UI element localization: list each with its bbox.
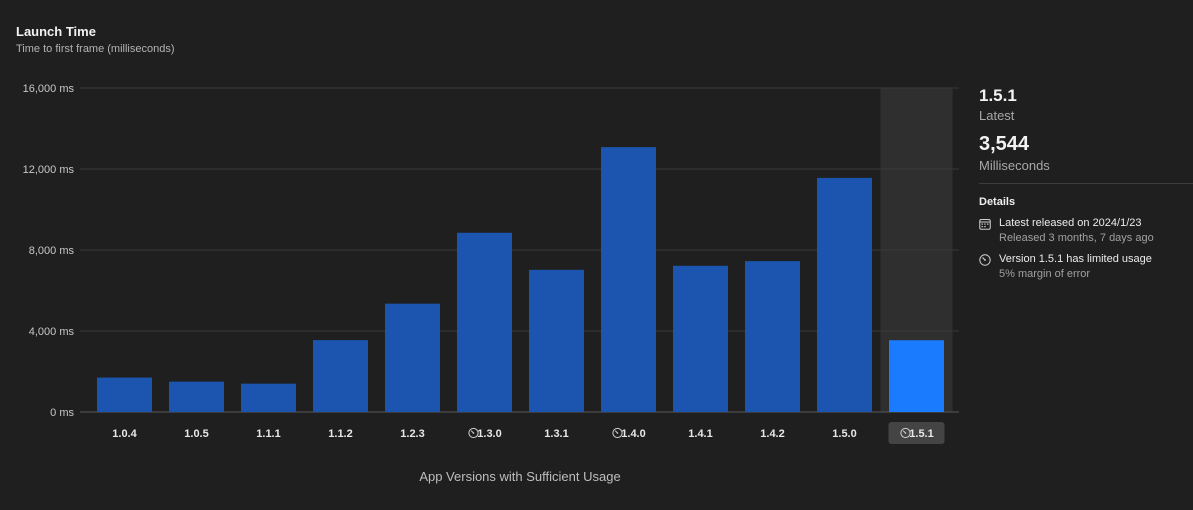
x-tick-label: 1.0.5 — [184, 428, 208, 440]
y-tick-label: 4,000 ms — [29, 326, 75, 338]
selected-value-caption: Milliseconds — [979, 158, 1050, 173]
selected-version: 1.5.1 — [979, 86, 1017, 105]
chart-subtitle: Time to first frame (milliseconds) — [16, 43, 175, 55]
details-title: Details — [979, 196, 1016, 208]
y-tick-label: 12,000 ms — [23, 164, 75, 176]
x-axis-label: App Versions with Sufficient Usage — [419, 469, 620, 484]
bar-1-2-3 — [385, 303, 440, 412]
y-tick-label: 0 ms — [50, 407, 74, 419]
bar-1-4-2 — [745, 261, 800, 412]
detail-usage: Version 1.5.1 has limited usage 5% margi… — [979, 253, 1193, 280]
selected-version-caption: Latest — [979, 108, 1015, 123]
x-tick-label: 1.0.4 — [112, 428, 137, 440]
limited-usage-text: Version 1.5.1 has limited usage — [999, 253, 1152, 265]
bar-1-3-0 — [457, 232, 512, 412]
x-tick-label: 1.5.1 — [909, 428, 933, 440]
x-tick-label: 1.4.1 — [688, 428, 712, 440]
bar-1-5-0 — [817, 177, 872, 412]
bar-1-0-5 — [169, 381, 224, 412]
release-date-text: Latest released on 2024/1/23 — [999, 217, 1142, 229]
release-age-text: Released 3 months, 7 days ago — [999, 232, 1154, 244]
chart-header: Launch Time Time to first frame (millise… — [16, 24, 175, 55]
y-tick-label: 16,000 ms — [23, 83, 75, 95]
sidebar-divider — [979, 183, 1193, 184]
detail-release: Latest released on 2024/1/23 Released 3 … — [979, 217, 1193, 244]
gauge-icon — [979, 254, 991, 266]
limited-usage-icon — [468, 427, 479, 439]
selected-value: 3,544 — [979, 133, 1030, 155]
margin-of-error-text: 5% margin of error — [999, 268, 1091, 280]
chart-title: Launch Time — [16, 24, 96, 39]
limited-usage-icon — [612, 427, 623, 439]
bar-1-5-1 — [889, 340, 944, 412]
limited-usage-icon — [900, 427, 911, 439]
calendar-icon — [979, 219, 991, 230]
x-tick-label: 1.4.0 — [621, 428, 645, 440]
x-tick-label: 1.3.1 — [544, 428, 568, 440]
x-tick-label: 1.5.0 — [832, 428, 856, 440]
bar-1-1-2 — [313, 340, 368, 412]
launch-time-chart: 0 ms 4,000 ms 8,000 ms 12,000 ms 16,000 ms 1.… — [23, 83, 959, 484]
x-tick-label: 1.3.0 — [477, 428, 501, 440]
x-tick-label: 1.1.1 — [256, 428, 280, 440]
summary-sidebar: 1.5.1 Latest 3,544 Milliseconds Details … — [979, 86, 1193, 280]
x-tick-label: 1.2.3 — [400, 428, 424, 440]
x-tick-label: 1.4.2 — [760, 428, 784, 440]
bar-1-0-4 — [97, 377, 152, 412]
bar-1-4-0 — [601, 147, 656, 412]
selected-category-chip — [888, 422, 945, 444]
bar-1-4-1 — [673, 265, 728, 412]
y-tick-label: 8,000 ms — [29, 245, 75, 257]
bar-1-1-1 — [241, 383, 296, 412]
bar-1-3-1 — [529, 269, 584, 412]
x-tick-label: 1.1.2 — [328, 428, 352, 440]
